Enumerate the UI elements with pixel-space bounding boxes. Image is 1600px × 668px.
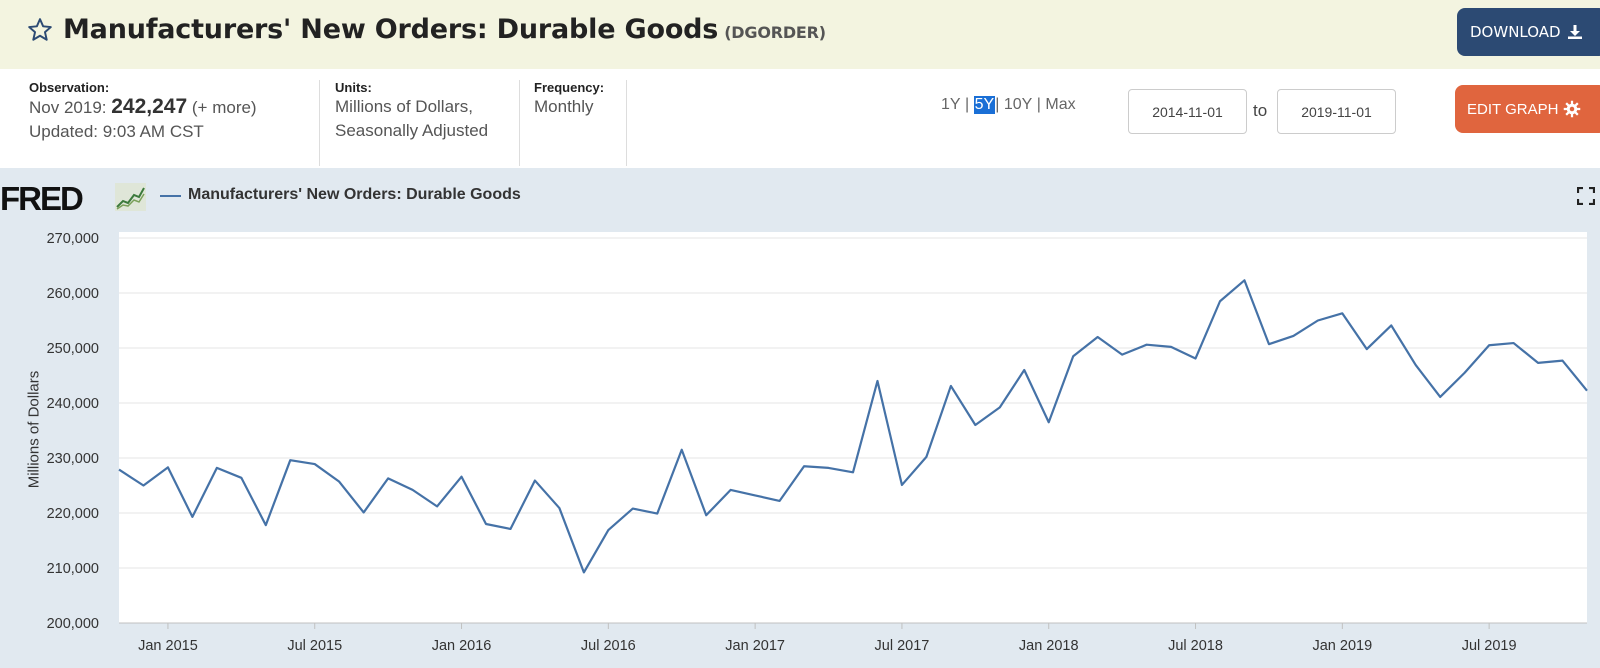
units-label: Units:: [335, 80, 372, 95]
range-10y[interactable]: 10Y: [1003, 96, 1033, 113]
x-tick-label: Jul 2017: [875, 638, 930, 654]
range-1y[interactable]: 1Y: [941, 96, 961, 113]
page-title: Manufacturers' New Orders: Durable Goods…: [63, 14, 826, 45]
y-tick-label: 220,000: [47, 506, 99, 522]
units-line-2: Seasonally Adjusted: [335, 121, 489, 140]
range-selector: 1Y | 5Y| 10Y | Max: [941, 96, 1076, 114]
x-tick-label: Jan 2017: [725, 638, 785, 654]
y-axis-label: Millions of Dollars: [25, 370, 43, 489]
x-tick-label: Jul 2019: [1462, 638, 1517, 654]
y-tick-label: 250,000: [47, 341, 99, 357]
x-tick-label: Jul 2016: [581, 638, 636, 654]
start-date-input[interactable]: 2014-11-01: [1128, 89, 1247, 134]
units-line-1: Millions of Dollars,: [335, 97, 473, 116]
y-tick-label: 260,000: [47, 286, 99, 302]
observation-value: 242,247: [111, 95, 188, 118]
series-id: (DGORDER): [724, 23, 826, 42]
observation-label: Observation:: [29, 80, 110, 95]
end-date-input[interactable]: 2019-11-01: [1277, 89, 1396, 134]
star-icon[interactable]: [27, 17, 53, 43]
legend-swatch: [160, 195, 181, 197]
range-separator: |: [965, 96, 970, 113]
series-title: Manufacturers' New Orders: Durable Goods: [63, 14, 719, 45]
edit-graph-label: EDIT GRAPH: [1467, 100, 1559, 118]
units-block: Units: Millions of Dollars, Seasonally A…: [335, 80, 488, 143]
y-tick-label: 270,000: [47, 231, 99, 247]
download-button[interactable]: DOWNLOAD: [1457, 8, 1600, 56]
x-tick-label: Jan 2015: [138, 638, 198, 654]
plot-area: [119, 232, 1587, 623]
x-tick-label: Jan 2016: [432, 638, 492, 654]
meta-divider: [519, 80, 520, 166]
y-tick-label: 230,000: [47, 451, 99, 467]
x-tick-label: Jan 2019: [1312, 638, 1372, 654]
line-chart: 200,000 210,000 220,000 230,000 240,000 250,0…: [47, 231, 1588, 654]
y-tick-label: 200,000: [47, 616, 99, 632]
x-tick-label: Jan 2018: [1019, 638, 1079, 654]
x-tick-label: Jul 2018: [1168, 638, 1223, 654]
updated-time: Updated: 9:03 AM CST: [29, 122, 204, 141]
range-max[interactable]: Max: [1045, 96, 1076, 113]
frequency-value: Monthly: [534, 97, 594, 116]
download-icon: [1567, 25, 1582, 39]
y-tick-label: 210,000: [47, 561, 99, 577]
to-label: to: [1253, 101, 1268, 120]
download-label: DOWNLOAD: [1470, 23, 1561, 41]
frequency-block: Frequency: Monthly: [534, 80, 604, 119]
meta-divider: [319, 80, 320, 166]
range-5y[interactable]: 5Y: [973, 96, 996, 114]
gear-icon: [1564, 100, 1581, 118]
fred-logo[interactable]: FRED: [0, 180, 84, 217]
y-tick-label: 240,000: [47, 396, 99, 412]
observation-period: Nov 2019:: [29, 98, 107, 117]
fred-graph-icon: [115, 183, 146, 211]
observation-row: Nov 2019: 242,247 (+ more): [29, 95, 257, 120]
fullscreen-icon[interactable]: [1577, 187, 1595, 205]
range-separator: |: [995, 96, 1000, 113]
title-bar: [0, 0, 1600, 69]
meta-divider: [626, 80, 627, 166]
legend-label[interactable]: Manufacturers' New Orders: Durable Goods: [188, 186, 521, 203]
range-separator: |: [1036, 96, 1041, 113]
observation-block: Observation: Nov 2019: 242,247 (+ more) …: [29, 80, 257, 144]
observation-more-link[interactable]: (+ more): [191, 98, 257, 117]
edit-graph-button[interactable]: EDIT GRAPH: [1455, 85, 1600, 133]
x-tick-label: Jul 2015: [287, 638, 342, 654]
frequency-label: Frequency:: [534, 80, 605, 95]
